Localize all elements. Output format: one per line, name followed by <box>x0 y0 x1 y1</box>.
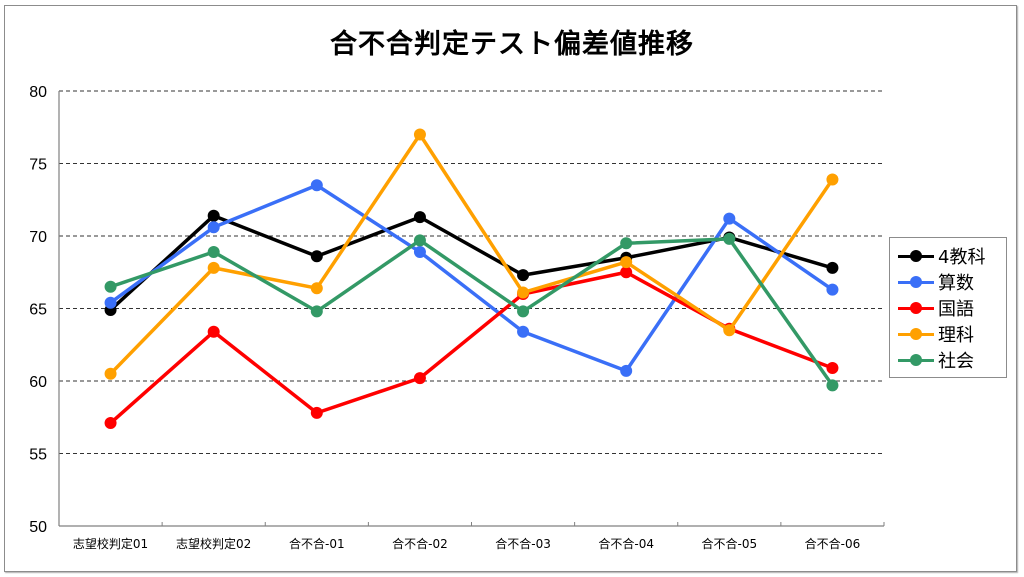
legend-item-rika: 理科 <box>898 321 974 347</box>
data-point-marker <box>620 364 633 377</box>
y-axis-ticks: 50 55 60 65 70 75 80 <box>29 84 47 536</box>
series-path <box>109 132 834 375</box>
data-point-marker <box>207 245 220 258</box>
data-point-marker <box>104 367 117 380</box>
chart-title: 合不合判定テスト偏差値推移 <box>330 29 694 60</box>
data-point-marker <box>517 286 530 299</box>
data-point-marker <box>207 209 220 222</box>
axes <box>58 91 885 527</box>
series-line <box>104 179 839 377</box>
x-tick-label: 志望校判定01 <box>73 536 148 551</box>
series-path <box>109 270 834 425</box>
legend: 4教科 算数 国語 理科 社会 <box>889 237 1007 378</box>
y-tick-label: 80 <box>29 84 47 101</box>
data-point-marker <box>620 237 633 250</box>
data-point-marker <box>723 232 736 245</box>
data-point-marker <box>620 256 633 269</box>
line-marker-icon <box>898 301 934 315</box>
series-line <box>104 232 839 392</box>
data-point-marker <box>104 280 117 293</box>
y-tick-label: 70 <box>29 229 47 246</box>
chart-frame <box>4 5 1017 572</box>
x-tick-label: 合不合-01 <box>289 536 345 551</box>
y-tick-label: 65 <box>29 302 47 319</box>
data-point-marker <box>517 269 530 282</box>
data-point-marker <box>826 379 839 392</box>
data-point-marker <box>310 305 323 318</box>
data-point-marker <box>826 283 839 296</box>
data-point-marker <box>310 250 323 263</box>
line-marker-icon <box>898 353 934 367</box>
legend-item-kokugo: 国語 <box>898 295 974 321</box>
data-point-marker <box>104 417 117 430</box>
line-marker-icon <box>898 249 934 263</box>
x-tick-label: 合不合-05 <box>702 536 758 551</box>
data-point-marker <box>826 261 839 274</box>
data-point-marker <box>413 211 426 224</box>
legend-item-4kyouka: 4教科 <box>898 243 985 269</box>
data-point-marker <box>207 261 220 274</box>
legend-item-shakai: 社会 <box>898 347 974 373</box>
data-point-marker <box>413 372 426 385</box>
legend-item-sansu: 算数 <box>898 269 974 295</box>
data-point-marker <box>413 245 426 258</box>
data-point-marker <box>207 325 220 338</box>
data-point-marker <box>826 173 839 186</box>
y-tick-label: 60 <box>29 374 47 391</box>
line-marker-icon <box>898 327 934 341</box>
data-point-marker <box>104 296 117 309</box>
data-point-marker <box>310 282 323 295</box>
series-path <box>110 237 834 387</box>
data-point-marker <box>413 234 426 247</box>
line-marker-icon <box>898 275 934 289</box>
y-tick-label: 55 <box>29 447 47 464</box>
data-point-marker <box>413 128 426 141</box>
data-point-marker <box>826 361 839 374</box>
y-tick-label: 50 <box>29 519 47 536</box>
data-point-marker <box>723 324 736 337</box>
x-tick-label: 合不合-03 <box>495 536 551 551</box>
data-point-marker <box>620 266 633 279</box>
gridlines <box>59 90 884 454</box>
x-tick-label: 合不合-06 <box>805 536 861 551</box>
series-path <box>109 183 834 373</box>
data-point-marker <box>207 221 220 234</box>
data-point-marker <box>310 179 323 192</box>
data-point-marker <box>517 325 530 338</box>
data-point-marker <box>517 305 530 318</box>
series-line <box>104 128 839 380</box>
x-tick-label: 合不合-04 <box>598 536 654 551</box>
data-point-marker <box>723 212 736 225</box>
data-series <box>104 128 839 430</box>
x-tick-label: 志望校判定02 <box>176 536 251 551</box>
data-point-marker <box>310 406 323 419</box>
x-axis-ticks: 志望校判定01 志望校判定02 合不合-01 合不合-02 合不合-03 合不合-04 合不… <box>73 536 860 551</box>
x-tick-label: 合不合-02 <box>392 536 448 551</box>
y-tick-label: 75 <box>29 157 47 174</box>
